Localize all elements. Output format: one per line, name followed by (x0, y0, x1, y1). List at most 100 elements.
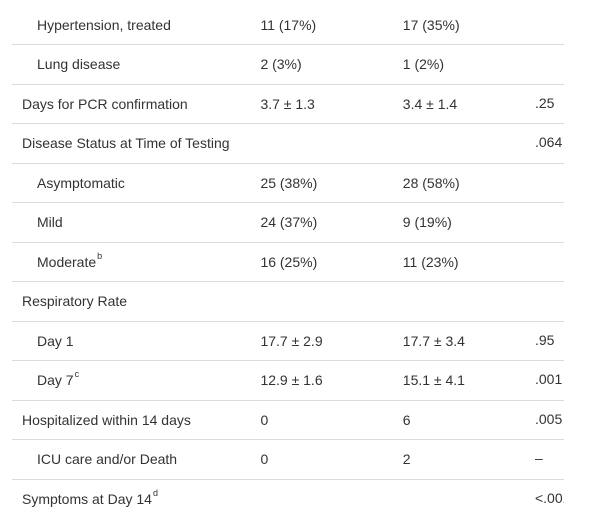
p-value-cell: – (534, 439, 564, 479)
table-row: ICU care and/or Death 0 2 – (12, 439, 564, 479)
p-value-cell: <.001 (534, 478, 564, 515)
table-row: Symptoms at Day 14d <.001 (12, 478, 564, 515)
group1-value-cell (260, 281, 403, 321)
group2-value-cell: 17 (35%) (403, 5, 535, 45)
row-label-cell: Days for PCR confirmation (12, 83, 261, 124)
table-row: Moderateb 16 (25%) 11 (23%) (12, 241, 564, 282)
group2-value: 2 (402, 451, 411, 468)
row-label: Hypertension, treated (37, 16, 171, 33)
group1-value: 25 (38%) (260, 174, 318, 191)
group1-value-cell: 24 (37%) (260, 202, 403, 242)
group1-value-cell: 0 (260, 439, 403, 479)
group1-value-cell: 0 (260, 399, 403, 440)
row-label: Moderate (37, 253, 97, 270)
p-value-cell (534, 281, 564, 321)
p-value-cell (535, 5, 564, 45)
p-value-cell: .005 (534, 399, 564, 440)
footnote-marker: b (97, 250, 103, 261)
row-label-cell: Lung disease (12, 44, 261, 84)
table-row: Hospitalized within 14 days 0 6 .005 (12, 399, 564, 440)
group2-value-cell: 9 (19%) (402, 202, 535, 242)
group1-value-cell: 12.9 ± 1.6 (260, 360, 403, 400)
row-label-cell: Asymptomatic (12, 162, 261, 203)
group2-value: 1 (2%) (402, 56, 445, 73)
p-value: .001 (534, 372, 563, 387)
p-value: .064 (534, 135, 563, 150)
group1-value: 3.7 ± 1.3 (260, 95, 315, 112)
group1-value: 17.7 ± 2.9 (260, 332, 323, 349)
p-value-cell: .25 (534, 83, 564, 124)
p-value-cell (534, 162, 564, 203)
p-value-cell: .001 (534, 360, 564, 400)
table-row: Mild 24 (37%) 9 (19%) (12, 202, 564, 242)
group2-value-cell: 17.7 ± 3.4 (402, 320, 535, 361)
footnote-marker: d (152, 488, 158, 498)
table-row: Asymptomatic 25 (38%) 28 (58%) (12, 162, 564, 203)
group1-value-cell: 11 (17%) (260, 5, 402, 45)
group1-value-cell: 3.7 ± 1.3 (260, 83, 403, 124)
p-value-cell: .064 (534, 123, 564, 163)
group2-value-cell: 1 (2%) (402, 44, 535, 84)
p-value-cell (534, 241, 564, 282)
group2-value: 28 (58%) (402, 174, 460, 191)
row-label-cell: Disease Status at Time of Testing (12, 123, 261, 163)
group2-value-cell: 28 (58%) (402, 162, 535, 203)
row-label-cell: Day 7c (12, 360, 261, 400)
table-row: Respiratory Rate (12, 281, 564, 321)
group1-value-cell: 2 (3%) (260, 44, 403, 84)
row-label-cell: Hospitalized within 14 days (12, 399, 261, 440)
table-row: Hypertension, treated 11 (17%) 17 (35%) (12, 5, 564, 45)
row-label: Days for PCR confirmation (22, 95, 188, 112)
group1-value: 11 (17%) (260, 16, 317, 33)
row-label: Lung disease (37, 56, 121, 73)
row-label: ICU care and/or Death (37, 451, 178, 468)
group2-value: 11 (23%) (402, 253, 459, 270)
group2-value-cell (402, 123, 535, 163)
group1-value-cell: 25 (38%) (260, 162, 403, 203)
table-row: Day 1 17.7 ± 2.9 17.7 ± 3.4 .95 (12, 320, 564, 361)
group2-value: 3.4 ± 1.4 (402, 95, 458, 112)
p-value: .95 (534, 332, 555, 347)
table-row: Days for PCR confirmation 3.7 ± 1.3 3.4 ± … (12, 83, 564, 124)
row-label: Symptoms at Day 14 (22, 491, 152, 507)
group1-value: 0 (260, 451, 269, 468)
group2-value: 6 (402, 411, 411, 428)
group1-value-cell: 16 (25%) (260, 241, 403, 282)
group2-value-cell (402, 281, 535, 321)
group1-value-cell: 17.7 ± 2.9 (260, 320, 403, 361)
p-value-cell: .95 (534, 320, 564, 361)
row-label-cell: Moderateb (12, 241, 261, 282)
group2-value: 15.1 ± 4.1 (402, 372, 465, 389)
group2-value-cell: 11 (23%) (402, 241, 535, 282)
p-value-cell (534, 44, 564, 84)
group1-value: 24 (37%) (260, 214, 318, 231)
group2-value-cell (402, 478, 535, 515)
row-label-cell: Day 1 (12, 320, 261, 361)
p-value: – (534, 451, 543, 466)
group2-value-cell: 6 (402, 399, 535, 440)
row-label: Hospitalized within 14 days (22, 411, 191, 428)
group2-value: 17 (35%) (402, 16, 460, 33)
row-label: Day 1 (37, 332, 74, 349)
p-value: .25 (534, 95, 555, 110)
results-table: Hypertension, treated 11 (17%) 17 (35%) Lun… (12, 5, 564, 515)
group2-value: 9 (19%) (402, 214, 452, 231)
group2-value-cell: 15.1 ± 4.1 (402, 360, 535, 400)
group2-value: 17.7 ± 3.4 (402, 332, 465, 349)
group2-value-cell: 3.4 ± 1.4 (402, 83, 535, 124)
table-row: Disease Status at Time of Testing .064 (12, 123, 564, 163)
table-row: Lung disease 2 (3%) 1 (2%) (12, 44, 564, 84)
row-label: Day 7 (37, 372, 74, 389)
group1-value: 2 (3%) (260, 56, 302, 73)
table-row: Day 7c 12.9 ± 1.6 15.1 ± 4.1 .001 (12, 360, 564, 400)
row-label-cell: Mild (12, 202, 261, 242)
p-value-cell (534, 202, 564, 242)
p-value: .005 (534, 411, 563, 426)
group1-value-cell (260, 478, 403, 515)
table-body: Hypertension, treated 11 (17%) 17 (35%) Lun… (12, 5, 564, 515)
row-label: Mild (37, 214, 63, 231)
group1-value: 16 (25%) (260, 253, 318, 270)
row-label: Asymptomatic (37, 174, 125, 191)
group2-value-cell: 2 (402, 439, 535, 479)
